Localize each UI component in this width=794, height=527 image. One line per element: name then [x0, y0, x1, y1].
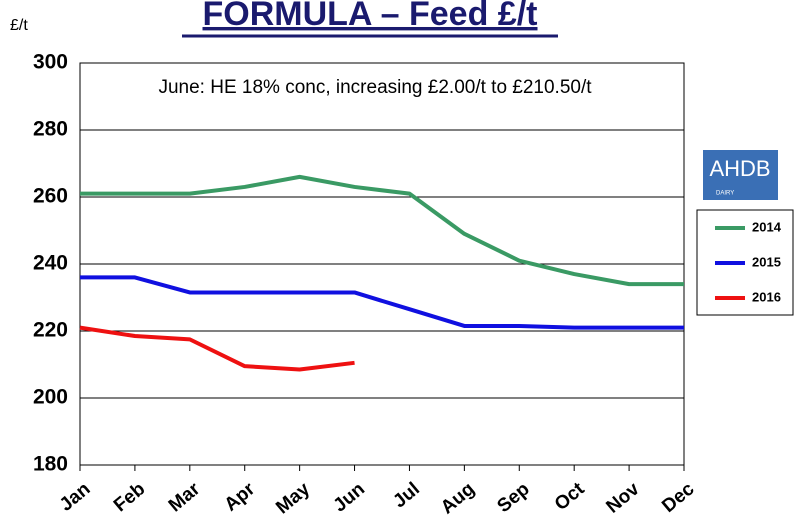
- x-tick-label: Apr: [221, 478, 260, 516]
- x-tick-label: Jul: [389, 479, 424, 513]
- x-tick-label: Jan: [56, 479, 95, 516]
- chart-title: FORMULA – Feed £/t: [203, 0, 538, 33]
- x-tick-label: Nov: [603, 478, 644, 517]
- legend-label: 2014: [752, 219, 782, 234]
- x-tick-label: Mar: [165, 478, 205, 516]
- x-tick-label: Dec: [658, 478, 699, 517]
- x-tick-label: Sep: [494, 479, 534, 517]
- y-tick-label: 200: [33, 386, 68, 409]
- plot-border: [79, 62, 685, 466]
- x-tick-label: Oct: [551, 478, 589, 515]
- y-tick-label: 280: [33, 118, 68, 141]
- y-tick-label: 260: [33, 185, 68, 208]
- logo-text: AHDB: [709, 156, 770, 181]
- x-tick-label: May: [272, 478, 314, 518]
- x-tick-label: Jun: [330, 479, 369, 517]
- y-tick-label: 240: [33, 252, 68, 275]
- legend-label: 2016: [752, 289, 781, 304]
- series-line: [80, 174, 684, 287]
- x-tick-label: Aug: [437, 479, 479, 519]
- y-tick-label: 300: [33, 51, 68, 74]
- y-tick-label: 220: [33, 319, 68, 342]
- annotation: June: HE 18% conc, increasing £2.00/t to…: [158, 77, 592, 98]
- logo-box: [703, 150, 778, 200]
- y-axis-label: £/t: [10, 17, 28, 34]
- series-line: [80, 275, 684, 330]
- series-line: [79, 325, 355, 372]
- y-tick-label: 180: [33, 453, 68, 476]
- legend-label: 2015: [752, 254, 781, 269]
- x-tick-label: Feb: [110, 479, 149, 517]
- logo: AHDB DAIRY: [703, 150, 778, 200]
- logo-subtext: DAIRY: [716, 191, 734, 197]
